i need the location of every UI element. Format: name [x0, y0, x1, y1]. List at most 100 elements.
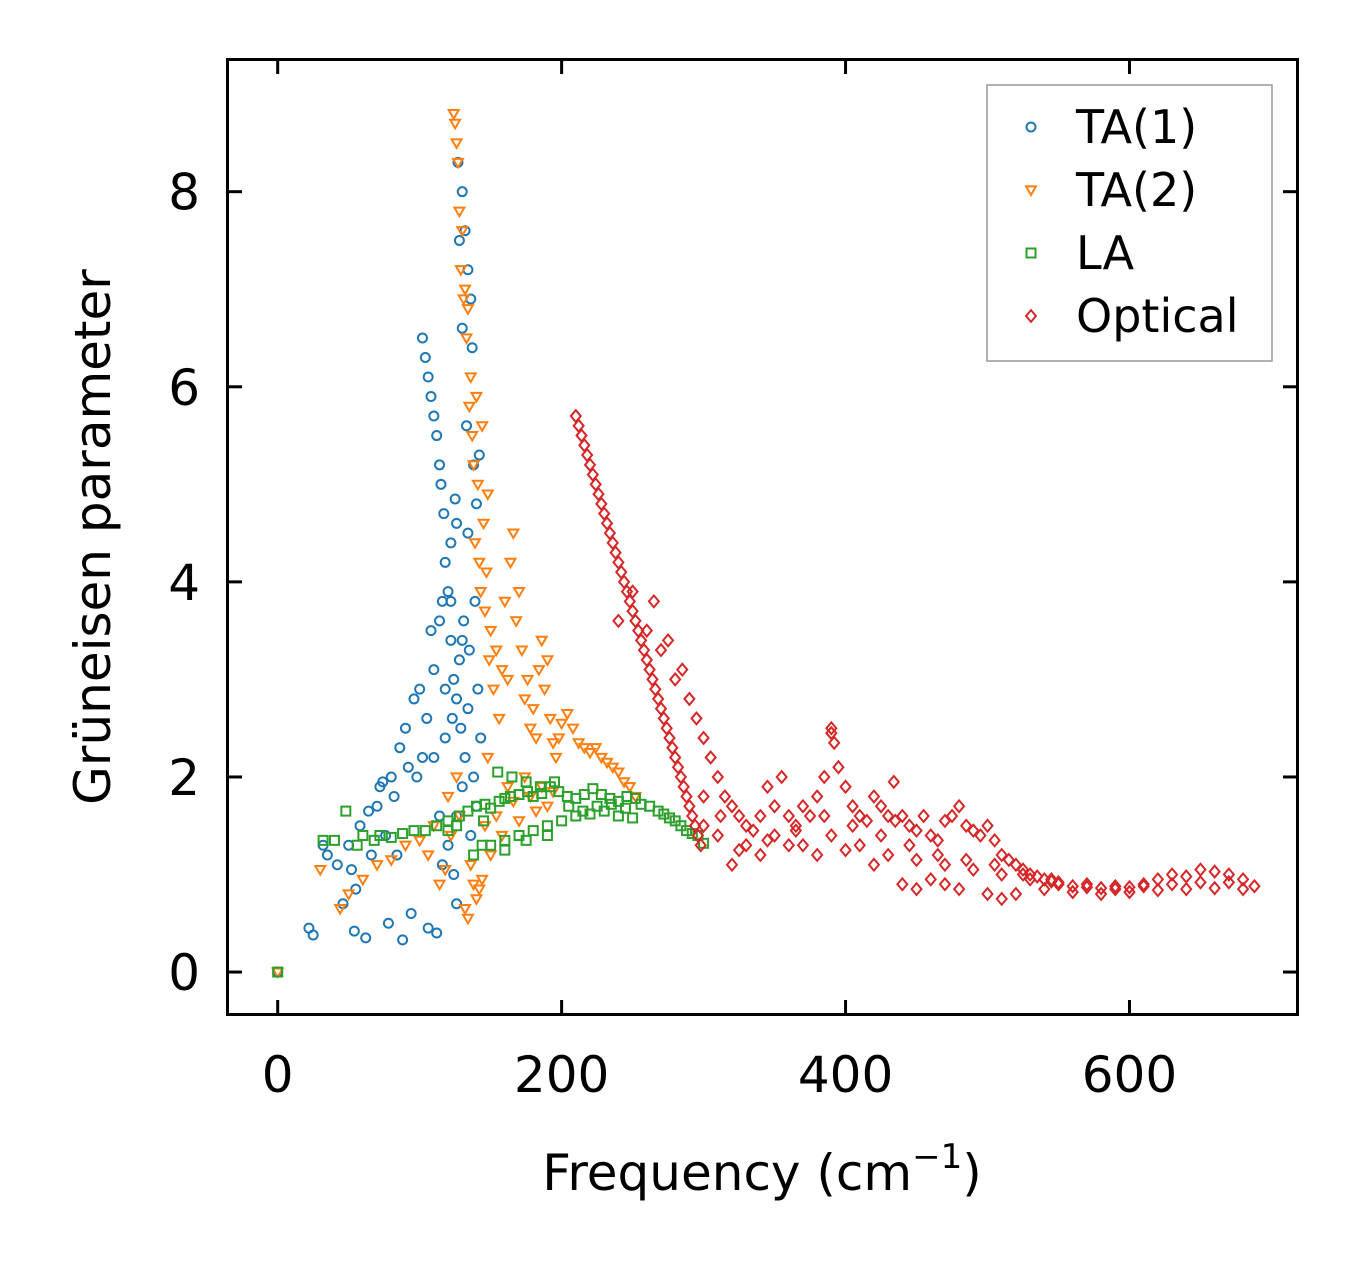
data-point [350, 883, 362, 895]
data-point [398, 840, 413, 853]
data-point [910, 881, 923, 897]
y-tick-label: 8 [168, 164, 200, 222]
data-point [768, 798, 781, 814]
data-point [445, 634, 457, 646]
data-point [903, 818, 916, 834]
data-point [374, 829, 386, 841]
data-point [832, 759, 845, 775]
data-point [351, 839, 363, 851]
data-point [405, 908, 417, 920]
data-point [469, 595, 481, 607]
data-point [451, 157, 465, 170]
data-point [363, 805, 375, 817]
data-point [535, 635, 549, 648]
data-point [439, 732, 451, 744]
data-point [331, 859, 343, 871]
data-point [397, 934, 409, 946]
data-point [493, 795, 505, 807]
data-point [1180, 881, 1193, 897]
x-tick-label: 400 [798, 1046, 893, 1104]
data-point [492, 766, 504, 778]
data-point [995, 867, 1008, 882]
data-point [782, 808, 796, 824]
data-point [468, 849, 480, 861]
data-point [321, 849, 333, 861]
data-point [468, 771, 480, 783]
data-point [402, 761, 414, 773]
data-point [506, 771, 518, 783]
data-point [399, 722, 411, 734]
data-point [447, 109, 461, 121]
data-point [479, 567, 494, 580]
data-point [478, 815, 490, 827]
data-point [775, 769, 788, 785]
data-point [422, 922, 434, 934]
data-point [803, 808, 817, 824]
data-point [825, 720, 838, 736]
data-point [654, 642, 668, 658]
data-point [917, 808, 930, 824]
data-point [456, 322, 468, 334]
data-point [365, 849, 377, 861]
data-point [485, 802, 497, 814]
data-point [512, 816, 526, 828]
data-point [945, 808, 959, 824]
data-point [1030, 869, 1044, 884]
data-point [475, 732, 487, 744]
data-point [1016, 867, 1030, 882]
legend-entry: TA(2) [1024, 163, 1197, 217]
data-point [1045, 871, 1058, 887]
series-la [272, 766, 710, 978]
data-point [438, 865, 452, 877]
data-point [370, 860, 384, 872]
data-point [435, 478, 447, 490]
legend-label: LA [1076, 226, 1135, 280]
data-point [451, 517, 463, 529]
data-point [360, 932, 372, 944]
data-point [481, 489, 495, 502]
data-point [431, 430, 443, 442]
data-point [520, 776, 532, 788]
x-tick-label: 600 [1082, 1046, 1177, 1104]
data-point [458, 904, 472, 916]
data-point [472, 683, 484, 695]
data-point [881, 847, 895, 863]
data-point [448, 869, 460, 881]
data-point [486, 684, 501, 697]
data-point [412, 835, 427, 848]
data-point [527, 825, 539, 837]
data-point [1066, 878, 1079, 894]
y-tick-label: 4 [168, 554, 200, 612]
data-point [529, 733, 543, 745]
data-point [627, 812, 639, 824]
data-point [988, 857, 1001, 873]
data-point [1094, 886, 1108, 902]
legend-entry: LA [1025, 226, 1135, 280]
data-point [959, 852, 973, 868]
data-point [464, 372, 478, 384]
data-point [468, 538, 482, 550]
data-point [455, 226, 469, 238]
data-point [456, 781, 468, 793]
data-points-layer [271, 109, 1261, 980]
data-point [1222, 874, 1236, 890]
data-point [506, 528, 521, 541]
data-point [419, 825, 431, 837]
data-point [432, 879, 447, 892]
data-point [462, 703, 474, 715]
data-point [681, 825, 693, 837]
data-point [623, 782, 637, 794]
data-point [388, 790, 400, 802]
data-point [476, 518, 491, 531]
data-point [888, 813, 902, 829]
data-point [1248, 878, 1261, 894]
data-point [518, 694, 532, 706]
legend-items: TA(1) TA(2) LA Optical [1024, 100, 1238, 343]
data-point [385, 771, 397, 783]
data-point [384, 855, 398, 867]
data-point [512, 587, 526, 599]
data-point [421, 712, 433, 724]
data-point [459, 751, 471, 763]
data-point [626, 584, 639, 600]
data-point [394, 742, 406, 754]
